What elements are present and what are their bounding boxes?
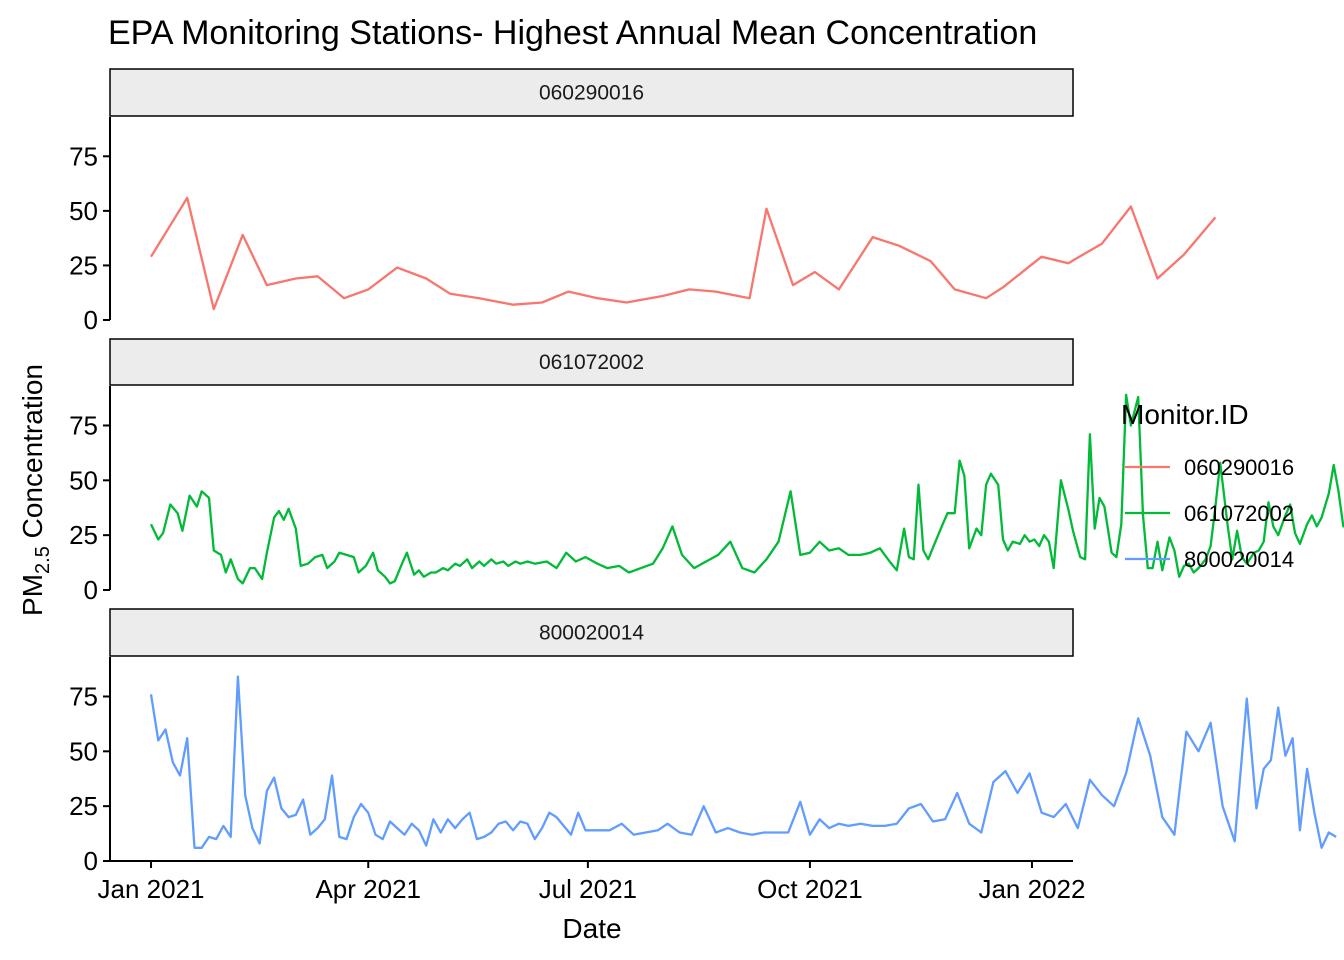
y-tick-label: 0 — [84, 305, 98, 335]
facet-panels: 0602900160255075061072002025507580002001… — [69, 68, 1344, 876]
legend-label-800020014: 800020014 — [1184, 547, 1294, 572]
y-tick-label: 75 — [69, 410, 98, 440]
x-axis-title: Date — [562, 913, 621, 944]
facet-strip — [109, 338, 1074, 386]
facet-strip — [109, 68, 1074, 117]
series-line-061072002 — [149, 393, 1344, 585]
y-tick-label: 75 — [69, 141, 98, 171]
y-axis-title-subscript: 2.5 — [32, 546, 54, 574]
facet-strip — [109, 608, 1074, 657]
y-axis-title-suffix: Concentration — [17, 364, 48, 546]
x-tick-label: Jan 2021 — [98, 874, 205, 904]
y-axis-title-main: PM — [17, 574, 48, 616]
x-tick-label: Jul 2021 — [539, 874, 637, 904]
legend: Monitor.ID 060290016 061072002 800020014 — [1121, 399, 1294, 572]
y-tick-label: 50 — [69, 736, 98, 766]
y-tick-label: 0 — [84, 575, 98, 605]
x-tick-label: Apr 2021 — [315, 874, 421, 904]
y-tick-label: 75 — [69, 681, 98, 711]
legend-label-061072002: 061072002 — [1184, 501, 1294, 526]
facet-panel-060290016: 060290016 0 25 50 75 — [69, 68, 1217, 335]
legend-label-060290016: 060290016 — [1184, 455, 1294, 480]
y-tick-label: 25 — [69, 791, 98, 821]
x-tick-label: Jan 2022 — [978, 874, 1085, 904]
facet-panel-800020014: 800020014 0 25 50 75 — [69, 608, 1337, 876]
x-tick-label: Oct 2021 — [757, 874, 863, 904]
facet-panel-061072002: 061072002 0 25 50 75 — [69, 338, 1344, 605]
series-line-800020014 — [149, 675, 1337, 849]
y-tick-label: 50 — [69, 465, 98, 495]
facet-strip-label: 800020014 — [539, 622, 644, 645]
facet-strip-label: 060290016 — [539, 82, 644, 105]
x-axis: Jan 2021 Apr 2021 Jul 2021 Oct 2021 Jan 2022 — [98, 860, 1085, 904]
y-tick-label: 25 — [69, 520, 98, 550]
series-line-060290016 — [150, 196, 1217, 311]
y-tick-label: 50 — [69, 196, 98, 226]
facet-strip-label: 061072002 — [539, 351, 644, 374]
y-axis-title: PM2.5 Concentration — [17, 364, 54, 616]
y-tick-label: 25 — [69, 250, 98, 280]
chart-title: EPA Monitoring Stations- Highest Annual … — [108, 14, 1037, 52]
legend-title: Monitor.ID — [1121, 399, 1249, 430]
y-tick-label: 0 — [84, 846, 98, 876]
